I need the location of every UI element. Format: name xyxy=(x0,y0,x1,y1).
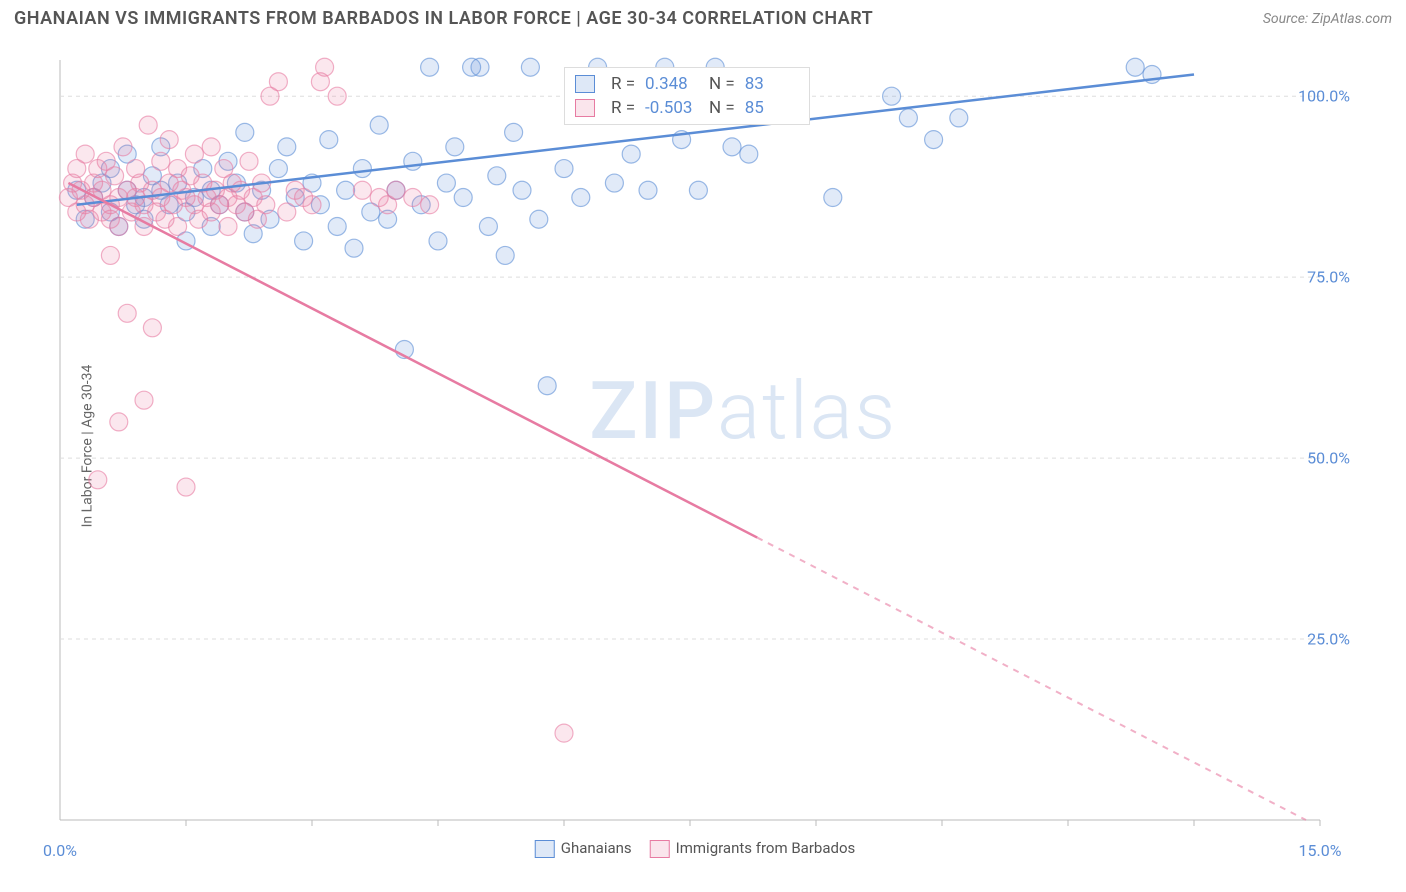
stats-row: R =-0.503N =85 xyxy=(575,96,799,120)
correlation-stats-box: R =0.348N =83R =-0.503N =85 xyxy=(564,67,810,125)
y-tick-label: 25.0% xyxy=(1307,630,1350,649)
stats-row: R =0.348N =83 xyxy=(575,72,799,96)
legend-item: Immigrants from Barbados xyxy=(650,839,856,858)
scatter-plot xyxy=(40,50,1380,860)
y-tick-label: 50.0% xyxy=(1307,449,1350,468)
legend: Ghanaians Immigrants from Barbados xyxy=(535,839,856,858)
chart-header: GHANAIAN VS IMMIGRANTS FROM BARBADOS IN … xyxy=(0,0,1406,33)
legend-item: Ghanaians xyxy=(535,839,632,858)
chart-area: 25.0%50.0%75.0%100.0% 0.0%15.0% ZIPatlas… xyxy=(40,50,1350,860)
chart-title: GHANAIAN VS IMMIGRANTS FROM BARBADOS IN … xyxy=(14,8,873,29)
y-tick-label: 100.0% xyxy=(1298,87,1350,106)
x-tick-label: 0.0% xyxy=(43,841,77,860)
y-tick-label: 75.0% xyxy=(1307,268,1350,287)
source-attribution: Source: ZipAtlas.com xyxy=(1263,11,1392,27)
x-tick-label: 15.0% xyxy=(1299,841,1342,860)
